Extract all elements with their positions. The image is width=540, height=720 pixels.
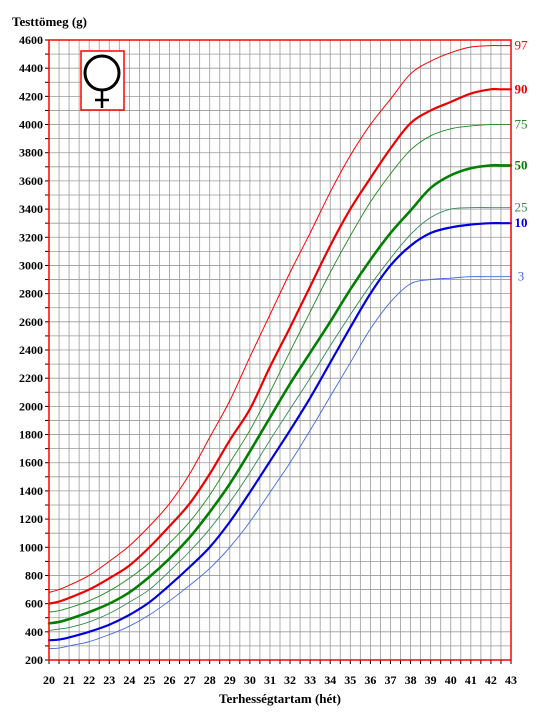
x-tick-label: 27 [184,673,196,687]
y-tick-label: 2200 [19,371,43,385]
series-line-p75 [48,123,512,613]
x-tick-label: 39 [425,673,437,687]
female-symbol-icon [80,50,125,111]
y-tick-label: 4400 [19,61,43,75]
x-tick-label: 30 [244,673,256,687]
x-tick-label: 32 [284,673,296,687]
x-tick-label: 41 [465,673,477,687]
y-tick-label: 3000 [19,258,43,272]
x-tick-label: 22 [83,673,95,687]
y-tick-label: 1400 [19,484,43,498]
series-line-p50 [47,163,513,625]
y-tick-label: 3800 [19,146,43,160]
y-tick-label: 3400 [19,202,43,216]
x-tick-label: 36 [364,673,376,687]
percentile-label-90: 90 [515,81,528,96]
y-tick-label: 1000 [19,540,43,554]
x-tick-label: 33 [304,673,316,687]
y-tick-label: 2000 [19,399,43,413]
percentile-label-3: 3 [518,269,525,284]
y-tick-label: 200 [25,653,43,667]
series-line-p10 [47,221,513,642]
percentile-label-97: 97 [515,38,529,53]
percentile-series [47,45,513,650]
x-tick-label: 37 [384,673,396,687]
y-tick-label: 800 [25,568,43,582]
x-tick-labels: 20 21 22 23 24 25 26 27 28 29 30 31 32 33 34 35 36 37 38 39… [43,673,517,687]
percentile-label-75: 75 [515,117,528,132]
y-tick-label: 1200 [19,512,43,526]
x-tick-label: 42 [485,673,497,687]
y-tick-labels: 200 400 600 800 1000 1200 1400 1600 1800 2000 2200… [19,33,43,667]
y-tick-label: 1600 [19,456,43,470]
series-line-p25 [48,207,512,631]
y-tick-label: 3200 [19,230,43,244]
y-axis-title: Testtömeg (g) [12,14,87,29]
percentile-label-50: 50 [515,157,528,172]
x-tick-label: 38 [405,673,417,687]
series-line-p97 [48,45,512,593]
x-tick-label: 31 [264,673,276,687]
y-tick-label: 3600 [19,174,43,188]
x-tick-label: 43 [505,673,517,687]
x-axis-title: Terhességtartam (hét) [219,691,341,706]
plot-frame [48,39,512,661]
x-tick-label: 23 [103,673,115,687]
x-tick-label: 25 [143,673,155,687]
grid [45,39,512,664]
x-tick-label: 26 [164,673,176,687]
x-tick-label: 28 [204,673,216,687]
y-tick-label: 4600 [19,33,43,47]
y-tick-label: 600 [25,597,43,611]
x-tick-label: 21 [63,673,75,687]
y-tick-label: 2800 [19,287,43,301]
series-line-p90 [47,87,513,605]
x-tick-label: 24 [123,673,135,687]
percentile-label-25: 25 [515,200,528,215]
x-tick-label: 20 [43,673,55,687]
y-tick-label: 2600 [19,315,43,329]
x-tick-label: 34 [324,673,336,687]
percentile-label-10: 10 [515,215,528,230]
y-tick-label: 4000 [19,118,43,132]
series-line-p3 [48,276,512,650]
x-tick-label: 40 [445,673,457,687]
y-tick-label: 400 [25,625,43,639]
x-tick-label: 35 [344,673,356,687]
x-tick-label: 29 [224,673,236,687]
y-tick-label: 2400 [19,343,43,357]
y-tick-label: 1800 [19,428,43,442]
y-tick-label: 4200 [19,89,43,103]
